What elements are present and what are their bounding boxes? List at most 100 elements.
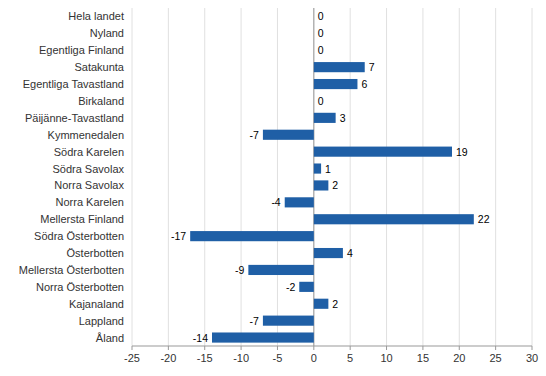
grid-line bbox=[241, 8, 242, 346]
tick-mark bbox=[350, 346, 351, 350]
chart: -25-20-15-10-5051015202530Hela landetNyl… bbox=[0, 0, 546, 376]
data-label: -9 bbox=[235, 264, 244, 276]
tick-label: -5 bbox=[273, 352, 283, 364]
category-label: Egentliga Tavastland bbox=[23, 78, 124, 90]
tick-mark bbox=[313, 346, 314, 350]
tick-mark bbox=[422, 346, 423, 350]
data-label: 7 bbox=[369, 61, 375, 73]
bar bbox=[299, 282, 314, 292]
bar bbox=[314, 299, 329, 309]
bar bbox=[212, 332, 314, 342]
category-label: Södra Karelen bbox=[54, 146, 124, 158]
data-label: -7 bbox=[250, 315, 259, 327]
data-labels: 0007603-71912-422-174-9-22-7-14 bbox=[171, 10, 490, 343]
category-label: Södra Savolax bbox=[52, 163, 124, 175]
bar bbox=[314, 248, 343, 258]
category-label: Norra Karelen bbox=[56, 196, 124, 208]
tick-mark bbox=[241, 346, 242, 350]
tick-label: -25 bbox=[124, 352, 140, 364]
bar bbox=[314, 113, 336, 123]
bar bbox=[314, 214, 474, 224]
data-label: 4 bbox=[347, 247, 353, 259]
category-label: Satakunta bbox=[74, 61, 124, 73]
tick-mark bbox=[132, 346, 133, 350]
category-label: Päijänne-Tavastland bbox=[25, 112, 124, 124]
grid bbox=[132, 8, 532, 346]
grid-line bbox=[313, 8, 314, 346]
y-axis: Hela landet Nyland Egentliga Finland Sataku… bbox=[19, 10, 125, 343]
category-label: Egentliga Finland bbox=[39, 44, 124, 56]
data-label: 6 bbox=[361, 78, 367, 90]
data-label: -2 bbox=[286, 281, 295, 293]
chart-container: -25-20-15-10-5051015202530Hela landetNyl… bbox=[0, 0, 546, 376]
category-label: Österbotten bbox=[67, 247, 124, 259]
bar bbox=[190, 231, 314, 241]
category-label: Mellersta Österbotten bbox=[19, 264, 124, 276]
tick-mark bbox=[495, 346, 496, 350]
bar bbox=[263, 130, 314, 140]
tick-label: 5 bbox=[347, 352, 353, 364]
tick-mark bbox=[204, 346, 205, 350]
category-label: Norra Österbotten bbox=[36, 281, 124, 293]
tick-label: 15 bbox=[417, 352, 429, 364]
tick-label: 20 bbox=[453, 352, 465, 364]
bar bbox=[248, 265, 313, 275]
data-label: -17 bbox=[171, 230, 186, 242]
bar bbox=[314, 163, 321, 173]
tick-mark bbox=[386, 346, 387, 350]
data-label: -14 bbox=[193, 332, 208, 344]
axis-line bbox=[132, 346, 532, 347]
tick-mark bbox=[459, 346, 460, 350]
data-label: 0 bbox=[318, 27, 324, 39]
bar bbox=[314, 147, 452, 157]
bar bbox=[313, 45, 314, 55]
data-label: 0 bbox=[318, 10, 324, 22]
category-label: Kymmenedalen bbox=[48, 129, 124, 141]
grid-line bbox=[350, 8, 351, 346]
category-label: Mellersta Finland bbox=[40, 213, 124, 225]
category-label: Hela landet bbox=[68, 10, 124, 22]
bar bbox=[313, 11, 314, 21]
bar bbox=[263, 316, 314, 326]
tick-label: 0 bbox=[311, 352, 317, 364]
bar bbox=[314, 79, 358, 89]
x-axis: -25-20-15-10-5051015202530 bbox=[124, 346, 538, 364]
grid-line bbox=[168, 8, 169, 346]
bar bbox=[314, 62, 365, 72]
category-label: Lappland bbox=[79, 315, 124, 327]
data-label: 19 bbox=[456, 146, 468, 158]
grid-line bbox=[459, 8, 460, 346]
data-label: 2 bbox=[332, 179, 338, 191]
bars bbox=[190, 62, 474, 343]
tick-label: 30 bbox=[526, 352, 538, 364]
data-label: -7 bbox=[250, 129, 259, 141]
bar bbox=[314, 180, 329, 190]
bar bbox=[285, 197, 314, 207]
grid-line bbox=[277, 8, 278, 346]
category-label: Kajanaland bbox=[69, 298, 124, 310]
data-label: 22 bbox=[478, 213, 490, 225]
data-label: 3 bbox=[340, 112, 346, 124]
tick-label: -20 bbox=[160, 352, 176, 364]
bar bbox=[313, 96, 314, 106]
tick-label: 10 bbox=[380, 352, 392, 364]
grid-line bbox=[386, 8, 387, 346]
grid-line bbox=[422, 8, 423, 346]
zero-line bbox=[313, 8, 314, 346]
grid-line bbox=[132, 8, 133, 346]
category-label: Åland bbox=[96, 332, 124, 344]
category-label: Södra Österbotten bbox=[34, 230, 124, 242]
tick-label: -10 bbox=[233, 352, 249, 364]
grid-line bbox=[532, 8, 533, 346]
bar bbox=[313, 28, 314, 38]
data-label: 2 bbox=[332, 298, 338, 310]
data-label: -4 bbox=[271, 196, 280, 208]
tick-mark bbox=[532, 346, 533, 350]
grid-line bbox=[204, 8, 205, 346]
category-label: Norra Savolax bbox=[54, 179, 124, 191]
tick-mark bbox=[277, 346, 278, 350]
data-label: 0 bbox=[318, 95, 324, 107]
tick-mark bbox=[168, 346, 169, 350]
category-label: Nyland bbox=[90, 27, 124, 39]
category-label: Birkaland bbox=[78, 95, 124, 107]
